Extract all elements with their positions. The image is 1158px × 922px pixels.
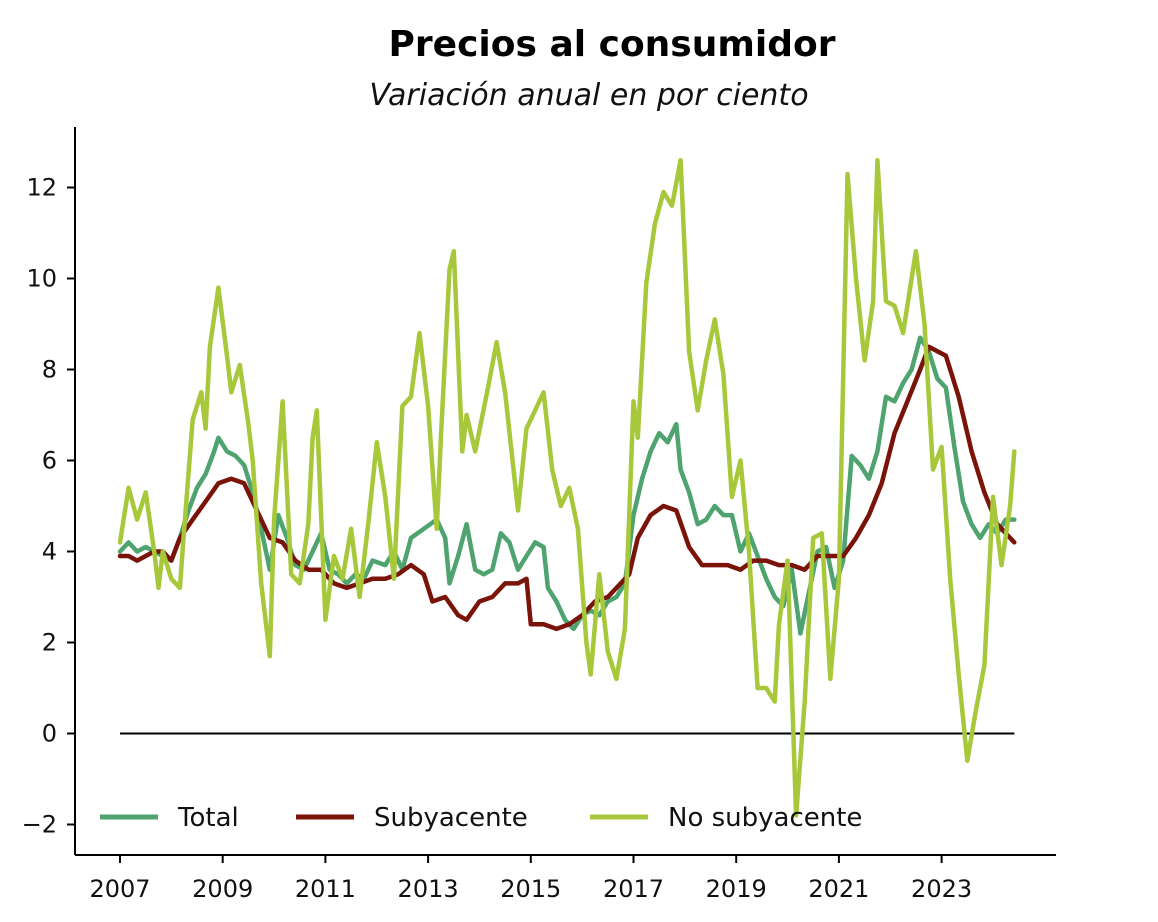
series-line-subyacente bbox=[117, 344, 1017, 632]
x-tick-label: 2013 bbox=[398, 875, 459, 903]
y-tick-label: 6 bbox=[42, 447, 57, 475]
chart-title: Precios al consumidor bbox=[388, 24, 836, 65]
y-tick-label: 12 bbox=[26, 174, 57, 202]
x-tick-label: 2007 bbox=[89, 875, 150, 903]
legend-item-no-subyacente: No subyacente bbox=[590, 803, 862, 833]
y-tick-label: 10 bbox=[26, 265, 57, 293]
x-tick-label: 2009 bbox=[192, 875, 253, 903]
legend-item-subyacente: Subyacente bbox=[296, 803, 528, 833]
y-tick-label: 4 bbox=[42, 538, 57, 566]
legend-label: No subyacente bbox=[668, 803, 862, 833]
y-tick-label: 8 bbox=[42, 356, 57, 384]
x-tick-label: 2023 bbox=[911, 875, 972, 903]
chart-subtitle: Variación anual en por ciento bbox=[369, 78, 809, 113]
x-tick-label: 2019 bbox=[706, 875, 767, 903]
y-tick-label: 2 bbox=[42, 629, 57, 657]
legend-label: Subyacente bbox=[374, 803, 528, 833]
y-tick-label: 0 bbox=[42, 720, 57, 748]
series-line-no-subyacente bbox=[117, 157, 1017, 818]
x-tick-label: 2021 bbox=[808, 875, 869, 903]
legend-label: Total bbox=[177, 803, 239, 833]
x-tick-label: 2015 bbox=[500, 875, 561, 903]
legend-item-total: Total bbox=[100, 803, 239, 833]
x-tick-label: 2011 bbox=[295, 875, 356, 903]
x-tick-label: 2017 bbox=[603, 875, 664, 903]
y-tick-label: −2 bbox=[22, 811, 57, 839]
